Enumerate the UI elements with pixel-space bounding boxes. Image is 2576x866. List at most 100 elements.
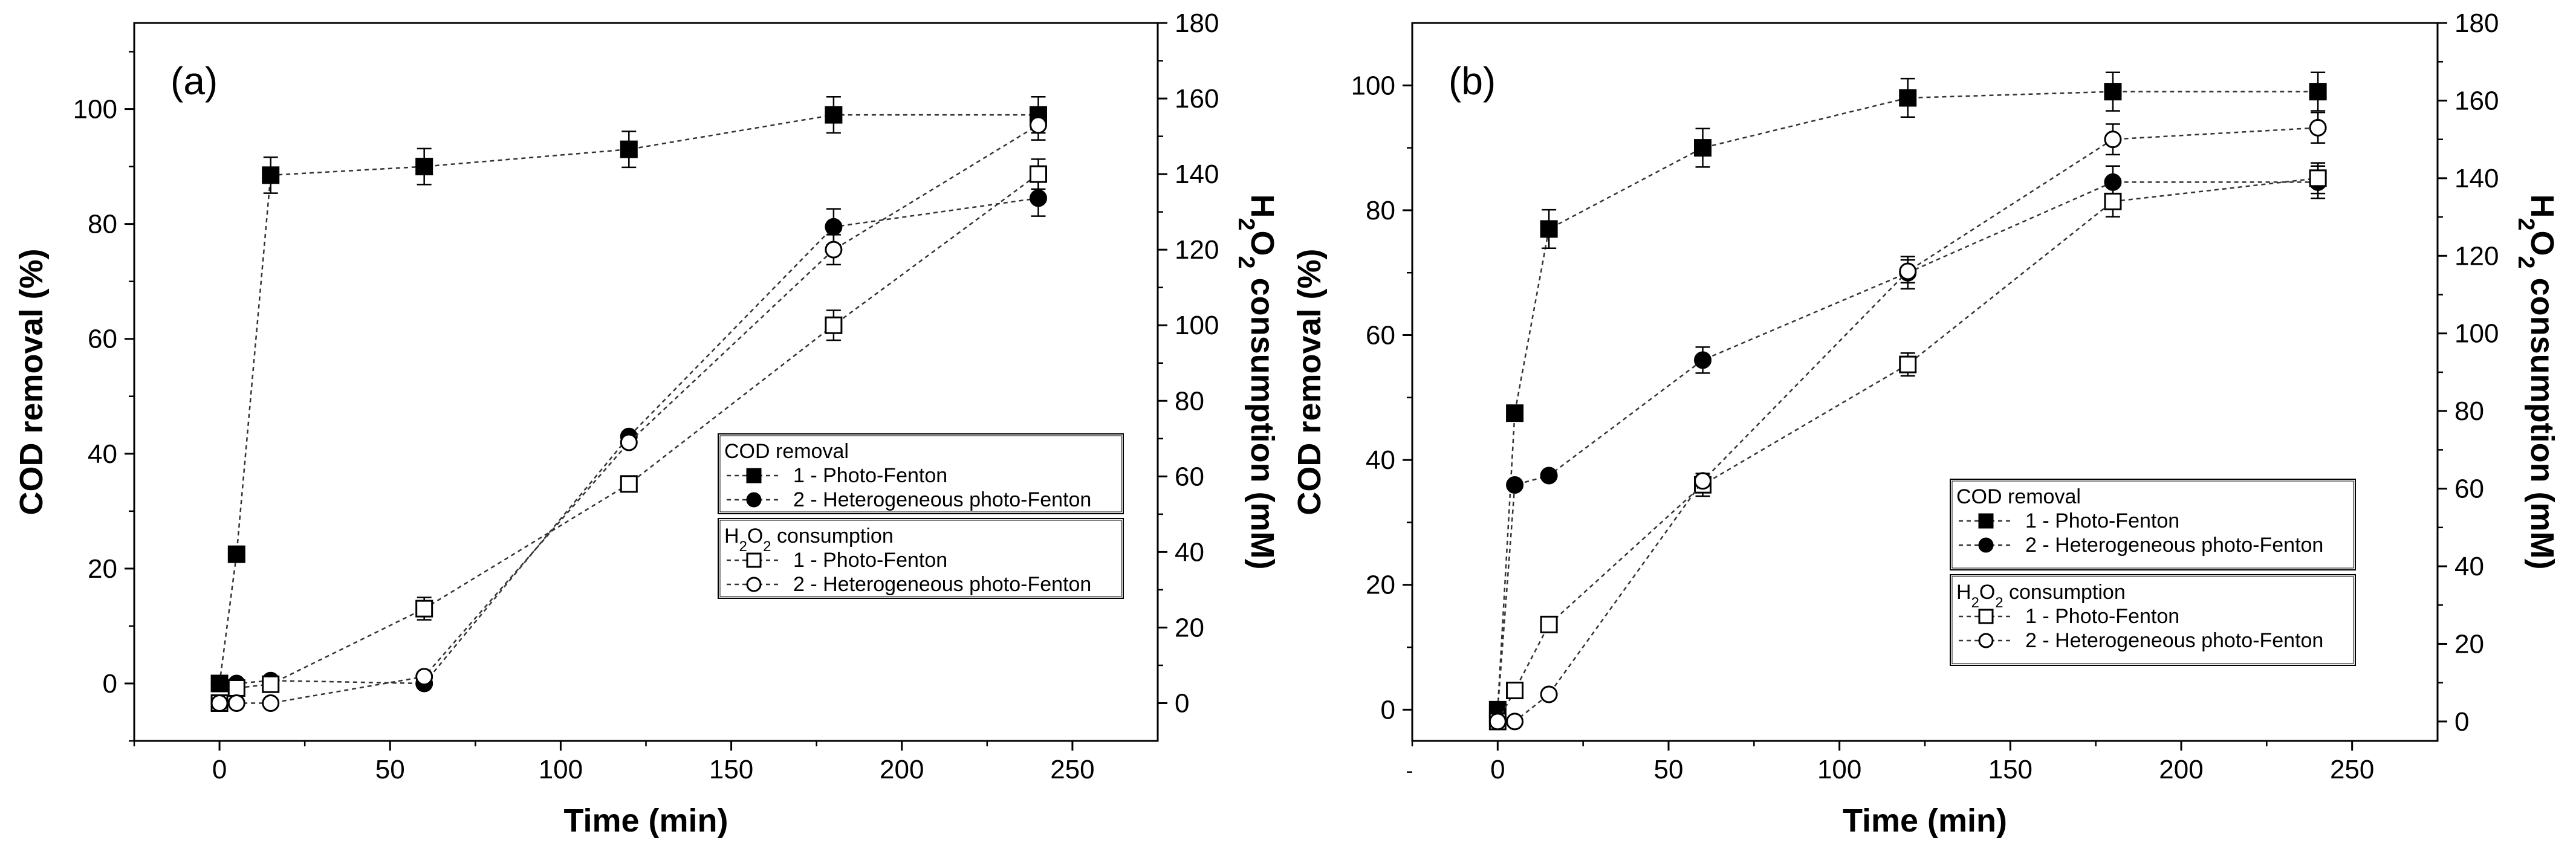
data-point: [1694, 472, 1712, 490]
y-tick-label: 60: [88, 325, 117, 354]
y-tick-label: 20: [88, 554, 117, 584]
subscript: 2: [1971, 595, 1979, 611]
series-3: [210, 158, 1047, 712]
data-point: [227, 545, 245, 563]
legend-box-inner: [719, 435, 1122, 512]
y2-tick-label: 180: [2454, 8, 2499, 38]
legend-box: [1950, 479, 2356, 570]
y2-tick-label: 140: [1175, 160, 1219, 189]
y-tick-label: 100: [1351, 71, 1395, 100]
legend-marker: [1978, 513, 1994, 529]
legend-group-title: H2O2 consumption: [724, 525, 894, 555]
legend-group-title: COD removal: [1956, 485, 2081, 508]
data-point: [825, 218, 843, 236]
y2-tick-label: 180: [1175, 8, 1219, 38]
x-tick-label: 250: [2330, 755, 2374, 784]
x-tick-label: 0: [212, 755, 227, 784]
y-tick-label: 20: [1366, 570, 1395, 600]
x-axis-title: Time (min): [1843, 803, 2007, 839]
legend-marker: [746, 552, 762, 568]
text-part: H: [1956, 581, 1971, 604]
data-point: [1029, 116, 1047, 134]
data-point: [210, 694, 229, 712]
text-part: H: [1244, 194, 1280, 218]
x-tick-label: 50: [1654, 755, 1684, 784]
legend-marker: [746, 577, 762, 592]
data-point: [415, 668, 433, 686]
data-point: [262, 675, 280, 693]
data-point: [2309, 118, 2327, 137]
data-point: [262, 166, 280, 184]
data-point: [1540, 220, 1558, 238]
y2-tick-label: 100: [1175, 311, 1219, 340]
y2-tick-label: 80: [1175, 386, 1204, 416]
data-point: [825, 106, 843, 124]
legend-marker: [746, 492, 762, 508]
y-tick-label: 80: [1366, 196, 1395, 225]
data-point: [1899, 355, 1917, 373]
text-part: consumption (mM): [2524, 269, 2560, 570]
series-1: [210, 96, 1047, 693]
legend-marker: [1978, 633, 1994, 648]
panel-b: 0 50 100 150 200 250 0 20 40 60 80 100 0 20 40 60 80 100 1…: [1291, 8, 2560, 839]
legend-box: [718, 518, 1124, 599]
y2-tick-label: 160: [2454, 86, 2499, 115]
y-tick-label: 0: [103, 669, 117, 699]
y2-axis-title: H2O2 consumption (mM): [1233, 194, 1280, 569]
data-point: [1506, 404, 1524, 422]
data-point: [825, 241, 843, 259]
panel-label: (a): [170, 59, 218, 103]
data-point: [620, 433, 638, 451]
y2-tick-label: 40: [2454, 552, 2484, 581]
y2-tick-label: 60: [1175, 462, 1204, 491]
data-point: [227, 679, 245, 697]
y-axis-title: COD removal (%): [13, 248, 50, 515]
y2-axis-title: H2O2 consumption (mM): [2513, 194, 2560, 569]
text-part: H: [724, 525, 739, 548]
data-point: [262, 694, 280, 712]
text-part: consumption (mM): [1244, 269, 1280, 570]
legend-box: [1950, 574, 2356, 666]
data-point: [1506, 682, 1524, 700]
text-part: consumption: [2003, 581, 2126, 604]
legend-entry: 2 - Heterogeneous photo-Fenton: [793, 488, 1091, 511]
y2-tick-label: 0: [1175, 688, 1189, 718]
y2-tick-label: 80: [2454, 396, 2484, 426]
legend-group-title: COD removal: [724, 440, 849, 463]
text-part: O: [2524, 231, 2560, 256]
data-point: [1506, 713, 1524, 731]
x-tick-label: 250: [1050, 755, 1094, 784]
text-part: O: [1979, 581, 1995, 604]
subscript: 2: [739, 538, 747, 555]
data-point: [1540, 685, 1558, 703]
y-axis-title: COD removal (%): [1291, 248, 1328, 515]
y2-tick-label: 40: [1175, 537, 1204, 567]
subscript: 2: [2513, 218, 2539, 230]
legend-marker: [746, 468, 762, 483]
data-point: [1029, 165, 1047, 183]
legend-entry: 1 - Photo-Fenton: [2025, 509, 2179, 532]
legend-entry: 2 - Heterogeneous photo-Fenton: [793, 573, 1091, 596]
data-point: [2309, 83, 2327, 101]
legend-entry: 2 - Heterogeneous photo-Fenton: [2025, 629, 2323, 652]
x-axis-title: Time (min): [563, 803, 728, 839]
y2-tick-label: 60: [2454, 474, 2484, 504]
legend-marker: [1978, 537, 1994, 553]
x-tick-label: 200: [2159, 755, 2203, 784]
x-tick-label: 0: [1490, 755, 1505, 784]
data-point: [1540, 615, 1558, 633]
data-point: [1029, 189, 1047, 207]
legend-box-inner: [719, 520, 1122, 597]
subscript: 2: [1233, 256, 1259, 269]
y2-tick-label: 100: [2454, 319, 2499, 349]
data-point: [415, 158, 433, 176]
legend-box-inner: [1951, 480, 2354, 569]
plot-frame: [133, 22, 1159, 742]
y2-tick-label: 0: [2454, 707, 2469, 737]
y2-tick-label: 120: [2454, 241, 2499, 271]
y2-tick-label: 120: [1175, 235, 1219, 265]
data-point: [2309, 169, 2327, 187]
data-point: [2104, 83, 2122, 101]
data-point: [1899, 262, 1917, 280]
